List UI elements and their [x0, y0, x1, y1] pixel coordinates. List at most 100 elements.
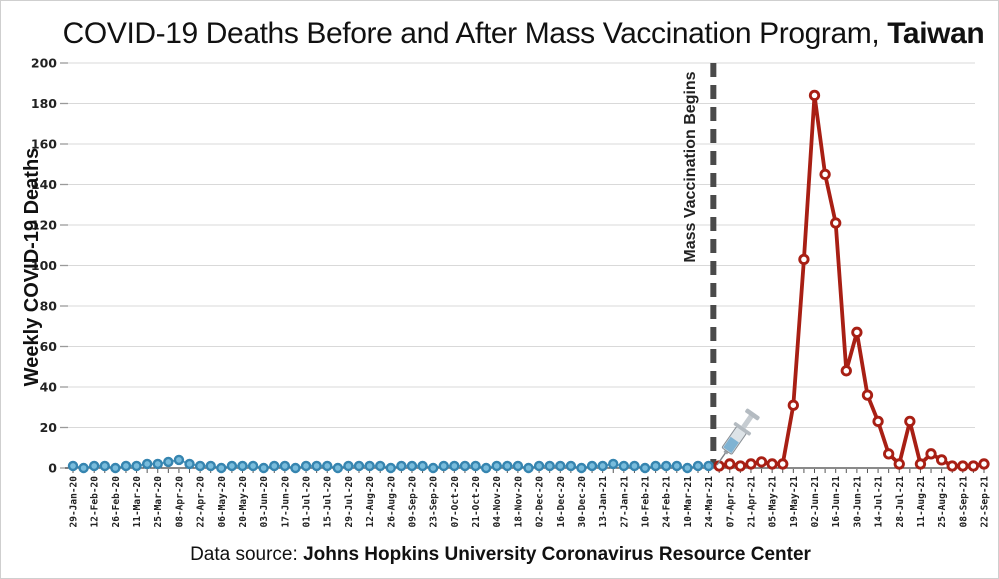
x-tick-label: 25-Aug-21 — [937, 476, 948, 528]
data-point-before-vaccination — [480, 462, 492, 474]
data-point-after-vaccination — [798, 253, 810, 266]
data-point-before-vaccination — [629, 460, 640, 472]
y-tick-label: 100 — [31, 258, 57, 273]
x-tick-label: 24-Feb-21 — [662, 476, 673, 528]
x-tick-label: 29-Jul-20 — [344, 476, 355, 528]
x-tick-label: 30-Jun-21 — [852, 476, 863, 528]
x-tick-label: 07-Oct-20 — [450, 476, 461, 528]
y-tick-label: 160 — [31, 137, 57, 152]
x-tick-label: 16-Jun-21 — [831, 476, 842, 528]
data-point-after-vaccination — [724, 458, 736, 470]
y-tick-label: 180 — [31, 96, 57, 111]
data-point-before-vaccination — [237, 460, 248, 472]
x-tick-label: 26-Feb-20 — [111, 476, 122, 528]
data-point-after-vaccination — [745, 458, 757, 470]
data-point-before-vaccination — [152, 458, 163, 470]
data-point-before-vaccination — [692, 460, 704, 472]
data-point-before-vaccination — [608, 458, 619, 470]
data-point-after-vaccination — [904, 415, 916, 428]
x-tick-label: 17-Jun-20 — [280, 476, 291, 528]
data-point-before-vaccination — [417, 460, 428, 472]
y-tick-label: 40 — [40, 380, 58, 395]
x-tick-label: 12-Aug-20 — [365, 476, 376, 528]
data-point-before-vaccination — [110, 462, 121, 474]
data-point-before-vaccination — [322, 460, 333, 472]
y-tick-label: 200 — [31, 56, 57, 71]
data-point-after-vaccination — [787, 399, 799, 411]
data-point-before-vaccination — [533, 460, 545, 472]
data-point-before-vaccination — [406, 460, 418, 472]
data-point-before-vaccination — [131, 460, 142, 472]
data-point-before-vaccination — [141, 458, 153, 470]
x-tick-label: 06-May-20 — [217, 476, 228, 528]
data-point-before-vaccination — [703, 460, 714, 472]
x-tick-label: 22-Apr-20 — [196, 476, 207, 528]
data-point-before-vaccination — [396, 460, 407, 472]
data-point-before-vaccination — [353, 460, 365, 472]
x-tick-label: 15-Jul-20 — [323, 476, 334, 528]
data-point-before-vaccination — [682, 462, 693, 474]
x-tick-label: 11-Mar-20 — [132, 476, 143, 528]
data-point-after-vaccination — [967, 460, 980, 472]
data-point-before-vaccination — [258, 462, 269, 474]
data-point-before-vaccination — [576, 462, 587, 474]
data-point-before-vaccination — [343, 460, 354, 472]
data-point-before-vaccination — [544, 460, 555, 472]
x-tick-label: 25-Mar-20 — [153, 476, 164, 528]
data-source-label: Data source: — [190, 544, 304, 565]
x-tick-label: 16-Dec-20 — [556, 476, 567, 528]
data-point-before-vaccination — [459, 460, 471, 472]
data-point-before-vaccination — [78, 462, 89, 474]
data-point-before-vaccination — [290, 462, 301, 474]
x-tick-label: 19-May-21 — [789, 476, 800, 528]
data-point-before-vaccination — [555, 460, 566, 472]
x-tick-label: 04-Nov-20 — [492, 476, 503, 528]
data-point-before-vaccination — [661, 460, 672, 472]
data-point-before-vaccination — [163, 456, 174, 468]
data-point-after-vaccination — [935, 454, 948, 466]
x-tick-label: 28-Jul-21 — [895, 476, 906, 528]
data-point-before-vaccination — [385, 462, 396, 474]
data-point-before-vaccination — [300, 460, 312, 472]
chart-title-text: COVID-19 Deaths Before and After Mass Va… — [62, 17, 888, 50]
data-point-before-vaccination — [120, 460, 132, 472]
x-tick-label: 10-Mar-21 — [683, 476, 694, 528]
x-tick-label: 03-Jun-20 — [259, 476, 270, 528]
syringe-icon — [716, 408, 760, 466]
data-source: Data source: Johns Hopkins University Co… — [1, 544, 998, 566]
x-tick-label: 27-Jan-21 — [619, 476, 630, 528]
data-point-before-vaccination — [618, 460, 630, 472]
vaccination-annotation: Mass Vaccination Begins — [682, 71, 699, 263]
series-line-after-vaccination — [718, 93, 985, 468]
x-tick-label: 10-Feb-21 — [641, 476, 652, 528]
x-tick-label: 09-Sep-20 — [407, 476, 418, 528]
data-point-before-vaccination — [194, 460, 206, 472]
x-tick-label: 29-Jan-20 — [69, 476, 80, 528]
data-source-name: Johns Hopkins University Coronavirus Res… — [303, 544, 811, 565]
data-point-after-vaccination — [946, 460, 958, 472]
data-point-after-vaccination — [872, 415, 884, 428]
x-tick-label: 12-Feb-20 — [90, 476, 101, 528]
data-point-before-vaccination — [449, 460, 460, 472]
data-point-before-vaccination — [502, 460, 513, 472]
data-point-before-vaccination — [523, 462, 534, 474]
data-point-before-vaccination — [586, 460, 598, 472]
y-axis-title-bold: COVID-19 Deaths — [21, 147, 43, 313]
data-point-before-vaccination — [565, 460, 577, 472]
x-tick-label: 08-Apr-20 — [174, 476, 185, 528]
x-tick-label: 13-Jan-21 — [598, 476, 609, 528]
y-tick-label: 80 — [40, 299, 58, 314]
data-point-before-vaccination — [67, 460, 79, 472]
data-point-after-vaccination — [883, 448, 895, 460]
x-tick-label: 22-Sep-21 — [980, 476, 991, 528]
y-axis-title-prefix: Weekly — [21, 312, 43, 387]
x-tick-label: 26-Aug-20 — [386, 476, 397, 528]
data-point-before-vaccination — [512, 460, 524, 472]
data-point-before-vaccination — [269, 460, 280, 472]
x-tick-label: 01-Jul-20 — [302, 476, 313, 528]
data-point-after-vaccination — [808, 89, 821, 102]
chart-title: COVID-19 Deaths Before and After Mass Va… — [56, 17, 991, 51]
y-tick-label: 140 — [31, 177, 57, 192]
y-tick-label: 60 — [40, 339, 58, 354]
